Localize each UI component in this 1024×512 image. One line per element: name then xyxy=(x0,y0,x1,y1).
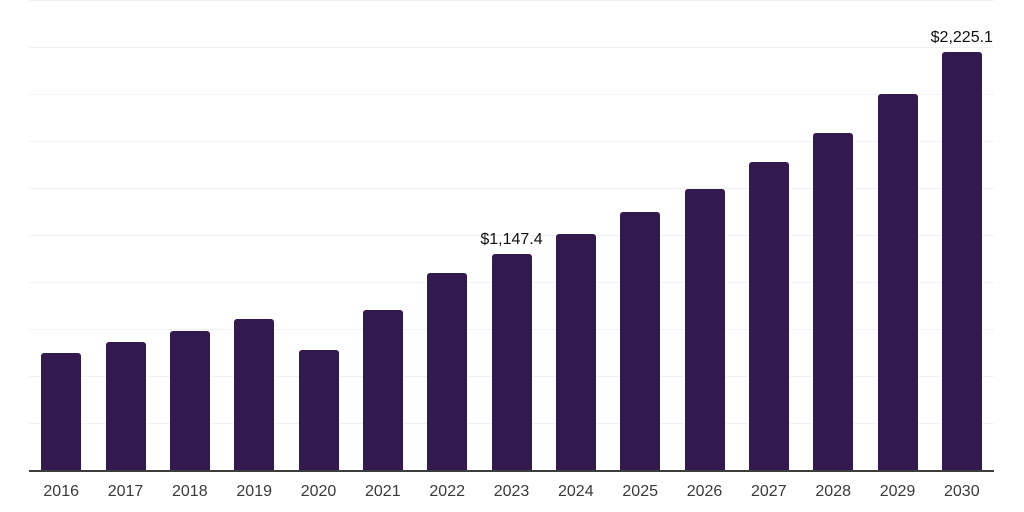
bar-2021 xyxy=(362,310,403,470)
x-tick-label-2017: 2017 xyxy=(107,483,144,500)
x-axis-line xyxy=(29,470,994,472)
bar-2018 xyxy=(169,331,210,470)
bar-2020 xyxy=(298,349,339,470)
x-tick-label-2030: 2030 xyxy=(944,483,980,500)
x-tick-label-2018: 2018 xyxy=(172,483,208,500)
x-tick-label-2026: 2026 xyxy=(686,483,723,500)
x-tick-label-2022: 2022 xyxy=(429,483,465,500)
x-tick-label-2025: 2025 xyxy=(622,483,658,500)
x-tick-label-2028: 2028 xyxy=(815,483,851,500)
x-tick-label-2016: 2016 xyxy=(43,483,79,500)
bar-2024 xyxy=(555,234,596,470)
value-label-2030: $2,225.1 xyxy=(930,28,993,46)
gridline-1750 xyxy=(29,141,994,142)
bar-2029 xyxy=(877,94,918,470)
bar-2017 xyxy=(105,342,146,470)
x-tick-label-2023: 2023 xyxy=(493,483,530,500)
bar-2023 xyxy=(491,254,532,470)
gridline-2250 xyxy=(29,47,994,48)
bar-2027 xyxy=(748,162,789,470)
x-tick-label-2027: 2027 xyxy=(751,483,787,500)
value-label-2023: $1,147.4 xyxy=(480,231,543,249)
gridline-1500 xyxy=(29,188,994,189)
bar-2025 xyxy=(620,212,661,470)
gridline-2500 xyxy=(29,0,994,1)
x-tick-label-2029: 2029 xyxy=(879,483,916,500)
bar-2022 xyxy=(427,272,468,470)
bar-2016 xyxy=(41,353,82,470)
x-tick-label-2024: 2024 xyxy=(558,483,594,500)
x-tick-label-2019: 2019 xyxy=(236,483,272,500)
bar-2028 xyxy=(813,133,854,470)
x-tick-label-2021: 2021 xyxy=(365,483,401,500)
bar-2030 xyxy=(941,51,982,470)
gridline-2000 xyxy=(29,94,994,95)
x-tick-label-2020: 2020 xyxy=(300,483,337,500)
bar-2026 xyxy=(684,188,725,470)
bar-2019 xyxy=(234,318,275,470)
gridline-1250 xyxy=(29,235,994,236)
